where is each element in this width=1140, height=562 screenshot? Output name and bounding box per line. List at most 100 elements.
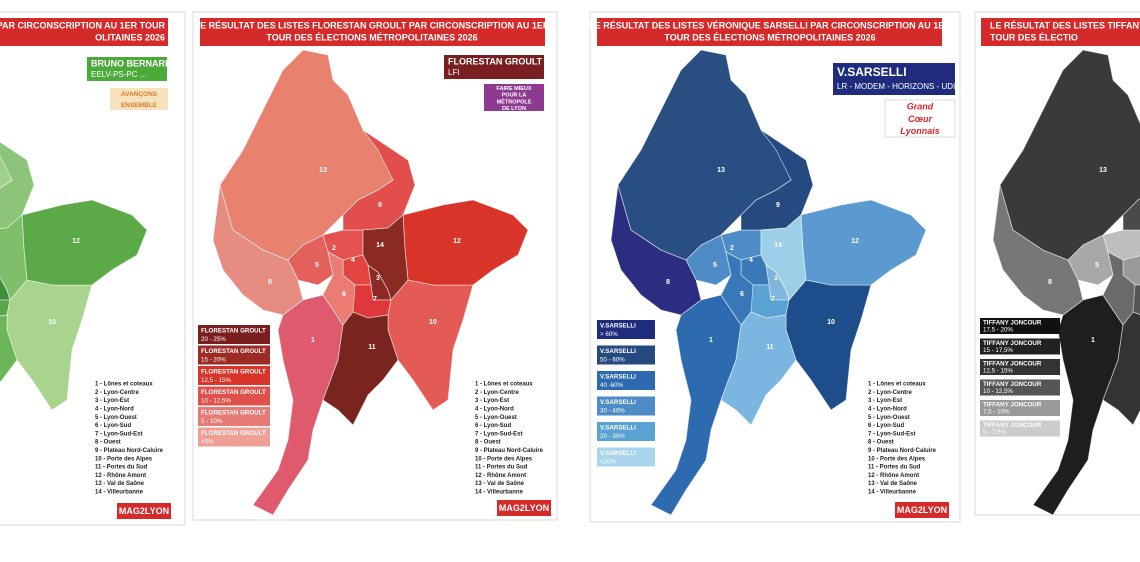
district-list-item: 7 - Lyon-Sud-Est bbox=[475, 431, 522, 437]
district-list-item: 11 - Portes du Sud bbox=[475, 465, 528, 471]
district-number: 10 bbox=[48, 319, 56, 326]
title-line: LE RÉSULTAT DES LISTES TIFFANY bbox=[990, 20, 1140, 30]
district-number: 4 bbox=[351, 257, 355, 264]
legend-swatch bbox=[597, 396, 655, 416]
district-list-item: 3 - Lyon-Est bbox=[475, 398, 509, 404]
legend-name: FLORESTAN GROULT bbox=[201, 430, 266, 437]
legend-swatch bbox=[597, 422, 655, 441]
district-number: 6 bbox=[342, 291, 346, 298]
district-list-item: 3 - Lyon-Est bbox=[95, 398, 129, 404]
district-list-item: 13 - Val de Saône bbox=[868, 481, 918, 487]
district-list-item: 1 - Lônes et coteaux bbox=[868, 382, 926, 388]
legend-range: <20% bbox=[600, 458, 616, 465]
district-list-item: 9 - Plateau Nord-Caluire bbox=[868, 448, 937, 454]
district-list-item: 2 - Lyon-Centre bbox=[475, 390, 519, 396]
district-number: 13 bbox=[717, 167, 725, 174]
district-number: 4 bbox=[749, 257, 753, 264]
legend-range: 17,5 - 20% bbox=[983, 327, 1013, 334]
legend-range: 20 - 25% bbox=[201, 336, 226, 343]
candidate-box bbox=[444, 55, 544, 79]
legend-name: FLORESTAN GROULT bbox=[201, 327, 266, 334]
legend-range: 12,5 - 15% bbox=[201, 377, 231, 384]
legend-name: TIFFANY JONCOUR bbox=[983, 422, 1042, 429]
logo-text: DE LYON bbox=[502, 106, 526, 112]
district-list-item: 13 - Val de Saône bbox=[475, 481, 525, 487]
title-bar bbox=[981, 18, 1140, 46]
legend-range: 10 - 12,5% bbox=[201, 397, 231, 404]
brand: MAG2LYON bbox=[119, 506, 169, 516]
district-number: 8 bbox=[666, 279, 670, 286]
brand-box bbox=[497, 500, 551, 516]
district-list-item: 14 - Villeurbanne bbox=[475, 489, 524, 495]
district-list-item: 7 - Lyon-Sud-Est bbox=[95, 431, 142, 437]
legend-range: 50 - 60% bbox=[600, 356, 625, 363]
district-list-item: 11 - Portes du Sud bbox=[868, 465, 921, 471]
title-bar bbox=[597, 18, 942, 46]
legend-range: 30 - 40% bbox=[600, 407, 625, 414]
logo-box bbox=[884, 99, 956, 138]
logo-box bbox=[484, 84, 544, 111]
legend-name: V.SARSELLI bbox=[600, 322, 636, 329]
district bbox=[322, 311, 399, 426]
legend-range: 10 - 12,5% bbox=[983, 388, 1013, 395]
brand-box bbox=[117, 503, 171, 519]
district bbox=[0, 155, 13, 189]
district bbox=[219, 49, 394, 261]
district-number: 12 bbox=[72, 238, 80, 245]
district bbox=[720, 311, 797, 426]
candidate-party: LR - MODEM - HORIZONS - UDI... bbox=[837, 82, 962, 91]
candidate-party: EELV-PS-PC ... bbox=[91, 70, 146, 79]
map: 13 8 5 1 bbox=[992, 49, 1140, 516]
brand: MAG2LYON bbox=[499, 503, 549, 513]
legend-name: V.SARSELLI bbox=[600, 348, 636, 355]
legend-swatch bbox=[597, 371, 655, 390]
district-number: 8 bbox=[1048, 279, 1052, 286]
title-line: TOUR DES ÉLECTIONS MÉTROPOLITAINES 2026 bbox=[266, 32, 477, 42]
title-line: LE RÉSULTAT DES LISTES VÉRONIQUE SARSELL… bbox=[589, 20, 951, 30]
district-list-item: 4 - Lyon-Nord bbox=[475, 406, 514, 412]
legend-swatch bbox=[980, 318, 1060, 334]
logo-text: Grand bbox=[907, 102, 934, 112]
district bbox=[362, 214, 409, 301]
district-list-item: 5 - Lyon-Ouest bbox=[868, 415, 910, 421]
district-number: 7 bbox=[373, 296, 377, 303]
district-list-item: 6 - Lyon-Sud bbox=[475, 423, 511, 429]
district-list-item: 12 - Rhône Amont bbox=[95, 473, 146, 479]
district-list-item: 7 - Lyon-Sud-Est bbox=[868, 431, 915, 437]
title-line: OLITAINES 2026 bbox=[95, 32, 165, 42]
district bbox=[0, 141, 35, 229]
district-list-item: 2 - Lyon-Centre bbox=[868, 390, 912, 396]
district-number: 9 bbox=[378, 202, 382, 209]
district-number: 2 bbox=[332, 245, 336, 252]
district-list-item: 5 - Lyon-Ouest bbox=[95, 415, 137, 421]
legend-swatch bbox=[198, 386, 270, 406]
district-number: 5 bbox=[1095, 262, 1099, 269]
legend-swatch bbox=[597, 320, 655, 339]
legend-swatch bbox=[980, 420, 1060, 437]
candidate-name: FLORESTAN GROULT bbox=[448, 57, 543, 67]
district-list-item: 13 - Val de Saône bbox=[95, 481, 145, 487]
legend-range: 5 - 10% bbox=[201, 418, 223, 425]
logo-text: FAIRE MIEUX bbox=[496, 86, 531, 92]
title-line: LE RÉSULTAT DES LISTES FLORESTAN GROULT … bbox=[195, 20, 550, 30]
district-list-item: 9 - Plateau Nord-Caluire bbox=[475, 448, 544, 454]
district-number: 6 bbox=[740, 291, 744, 298]
district-number: 2 bbox=[730, 245, 734, 252]
district-number: 7 bbox=[771, 296, 775, 303]
logo-text: MÉTROPOLE bbox=[497, 97, 532, 105]
legend-swatch bbox=[980, 359, 1060, 375]
legend-swatch bbox=[198, 427, 270, 447]
district-list-item: 6 - Lyon-Sud bbox=[868, 423, 904, 429]
panel: LE RÉSULTAT DES LISTES VÉRONIQUE SARSELL… bbox=[589, 11, 962, 523]
candidate-box bbox=[87, 57, 167, 81]
district-list-item: 12 - Rhône Amont bbox=[868, 473, 919, 479]
district-number: 11 bbox=[766, 344, 774, 351]
district-list-item: 4 - Lyon-Nord bbox=[868, 406, 907, 412]
district-number: 14 bbox=[774, 242, 782, 249]
district bbox=[0, 214, 28, 301]
panel: PAR CIRCONSCRIPTION AU 1ER TOUR OLITAINES… bbox=[0, 11, 186, 526]
legend-name: FLORESTAN GROULT bbox=[201, 409, 266, 416]
legend-swatch bbox=[198, 345, 270, 365]
candidate-box bbox=[833, 63, 955, 95]
